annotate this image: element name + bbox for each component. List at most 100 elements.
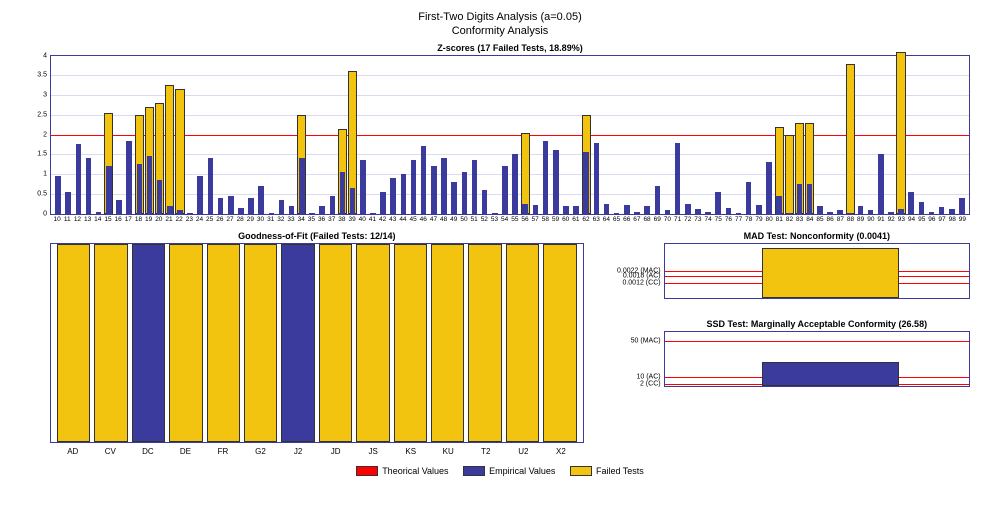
zscores-bar: [297, 56, 307, 214]
zscores-bar: [652, 56, 662, 214]
zscores-bar: [500, 56, 510, 214]
zscores-bar: [551, 56, 561, 214]
ssd-yaxis: 50 (MAC)10 (AC)2 (CC): [605, 332, 663, 386]
zscores-bar: [83, 56, 93, 214]
zscores-bar: [764, 56, 774, 214]
swatch-failed: [570, 466, 592, 476]
zscores-bar: [449, 56, 459, 214]
gof-bar: [57, 244, 90, 442]
zscores-bar: [744, 56, 754, 214]
zscores-bar: [469, 56, 479, 214]
ssd-title: SSD Test: Marginally Acceptable Conformi…: [664, 319, 970, 329]
zscores-bar: [408, 56, 418, 214]
zscores-bar: [886, 56, 896, 214]
zscores-bar: [388, 56, 398, 214]
zscores-bar: [662, 56, 672, 214]
zscores-bar: [287, 56, 297, 214]
zscores-bar: [459, 56, 469, 214]
zscores-bar: [561, 56, 571, 214]
swatch-empirical: [463, 466, 485, 476]
mad-chart: 0.0022 (MAC)0.0018 (AC)0.0012 (CC): [664, 243, 970, 299]
zscores-panel: Z-scores (17 Failed Tests, 18.89%) 00.51…: [50, 43, 970, 223]
mad-yaxis: 0.0022 (MAC)0.0018 (AC)0.0012 (CC): [605, 244, 663, 298]
zscores-title: Z-scores (17 Failed Tests, 18.89%): [50, 43, 970, 53]
zscores-bar: [601, 56, 611, 214]
zscores-bar: [906, 56, 916, 214]
zscores-bar: [216, 56, 226, 214]
zscores-bar: [348, 56, 358, 214]
zscores-bar: [53, 56, 63, 214]
gof-bar: [431, 244, 464, 442]
zscores-bar: [327, 56, 337, 214]
zscores-bar: [937, 56, 947, 214]
zscores-bar: [845, 56, 855, 214]
zscores-bar: [266, 56, 276, 214]
title-line1: First-Two Digits Analysis (a=0.05): [10, 10, 990, 24]
gof-bars: [51, 244, 583, 442]
zscores-bar: [866, 56, 876, 214]
gof-panel: Goodness-of-Fit (Failed Tests: 12/14) AD…: [50, 231, 584, 456]
zscores-bar: [632, 56, 642, 214]
legend-theoretical: Theorical Values: [356, 466, 448, 476]
zscores-bar: [947, 56, 957, 214]
gof-bar: [319, 244, 352, 442]
zscores-bar: [256, 56, 266, 214]
zscores-bar: [835, 56, 845, 214]
zscores-bar: [774, 56, 784, 214]
zscores-bar: [713, 56, 723, 214]
zscores-chart: 00.511.522.533.54: [50, 55, 970, 215]
zscores-bar: [581, 56, 591, 214]
zscores-yaxis: 00.511.522.533.54: [21, 56, 49, 214]
zscores-bar: [246, 56, 256, 214]
zscores-bar: [307, 56, 317, 214]
zscores-bar: [815, 56, 825, 214]
zscores-bar: [957, 56, 967, 214]
zscores-bar: [276, 56, 286, 214]
zscores-bar: [419, 56, 429, 214]
gof-xaxis: ADCVDCDEFRG2J2JDJSKSKUT2U2X2: [50, 447, 584, 456]
gof-bar: [394, 244, 427, 442]
right-column: MAD Test: Nonconformity (0.0041) 0.0022 …: [604, 231, 970, 456]
zscores-bar: [480, 56, 490, 214]
gof-bar: [132, 244, 165, 442]
zscores-bar: [876, 56, 886, 214]
zscores-bar: [165, 56, 175, 214]
zscores-bar: [73, 56, 83, 214]
zscores-bar: [733, 56, 743, 214]
zscores-bar: [185, 56, 195, 214]
main-title: First-Two Digits Analysis (a=0.05) Confo…: [10, 10, 990, 39]
zscores-bar: [358, 56, 368, 214]
zscores-bar: [510, 56, 520, 214]
mad-panel: MAD Test: Nonconformity (0.0041) 0.0022 …: [664, 231, 970, 301]
zscores-bar: [642, 56, 652, 214]
zscores-bar: [571, 56, 581, 214]
gof-bar: [244, 244, 277, 442]
zscores-bar: [723, 56, 733, 214]
test-bar: [762, 248, 899, 297]
zscores-bar: [398, 56, 408, 214]
zscores-bar: [134, 56, 144, 214]
zscores-bar: [337, 56, 347, 214]
zscores-bar: [63, 56, 73, 214]
zscores-bar: [683, 56, 693, 214]
gof-bar: [543, 244, 576, 442]
zscores-bar: [805, 56, 815, 214]
legend: Theorical Values Empirical Values Failed…: [10, 466, 990, 478]
zscores-bar: [825, 56, 835, 214]
zscores-bar: [226, 56, 236, 214]
zscores-bar: [236, 56, 246, 214]
test-bar: [762, 362, 899, 386]
legend-failed: Failed Tests: [570, 466, 644, 476]
zscores-bar: [530, 56, 540, 214]
gof-bar: [506, 244, 539, 442]
zscores-xaxis: 1011121314151617181920212223242526272829…: [50, 216, 970, 223]
gof-bar: [94, 244, 127, 442]
zscores-bar: [439, 56, 449, 214]
gof-chart: [50, 243, 584, 443]
zscores-bar: [693, 56, 703, 214]
zscores-bar: [317, 56, 327, 214]
zscores-bar: [429, 56, 439, 214]
zscores-bar: [104, 56, 114, 214]
zscores-bar: [673, 56, 683, 214]
gof-title: Goodness-of-Fit (Failed Tests: 12/14): [50, 231, 584, 241]
